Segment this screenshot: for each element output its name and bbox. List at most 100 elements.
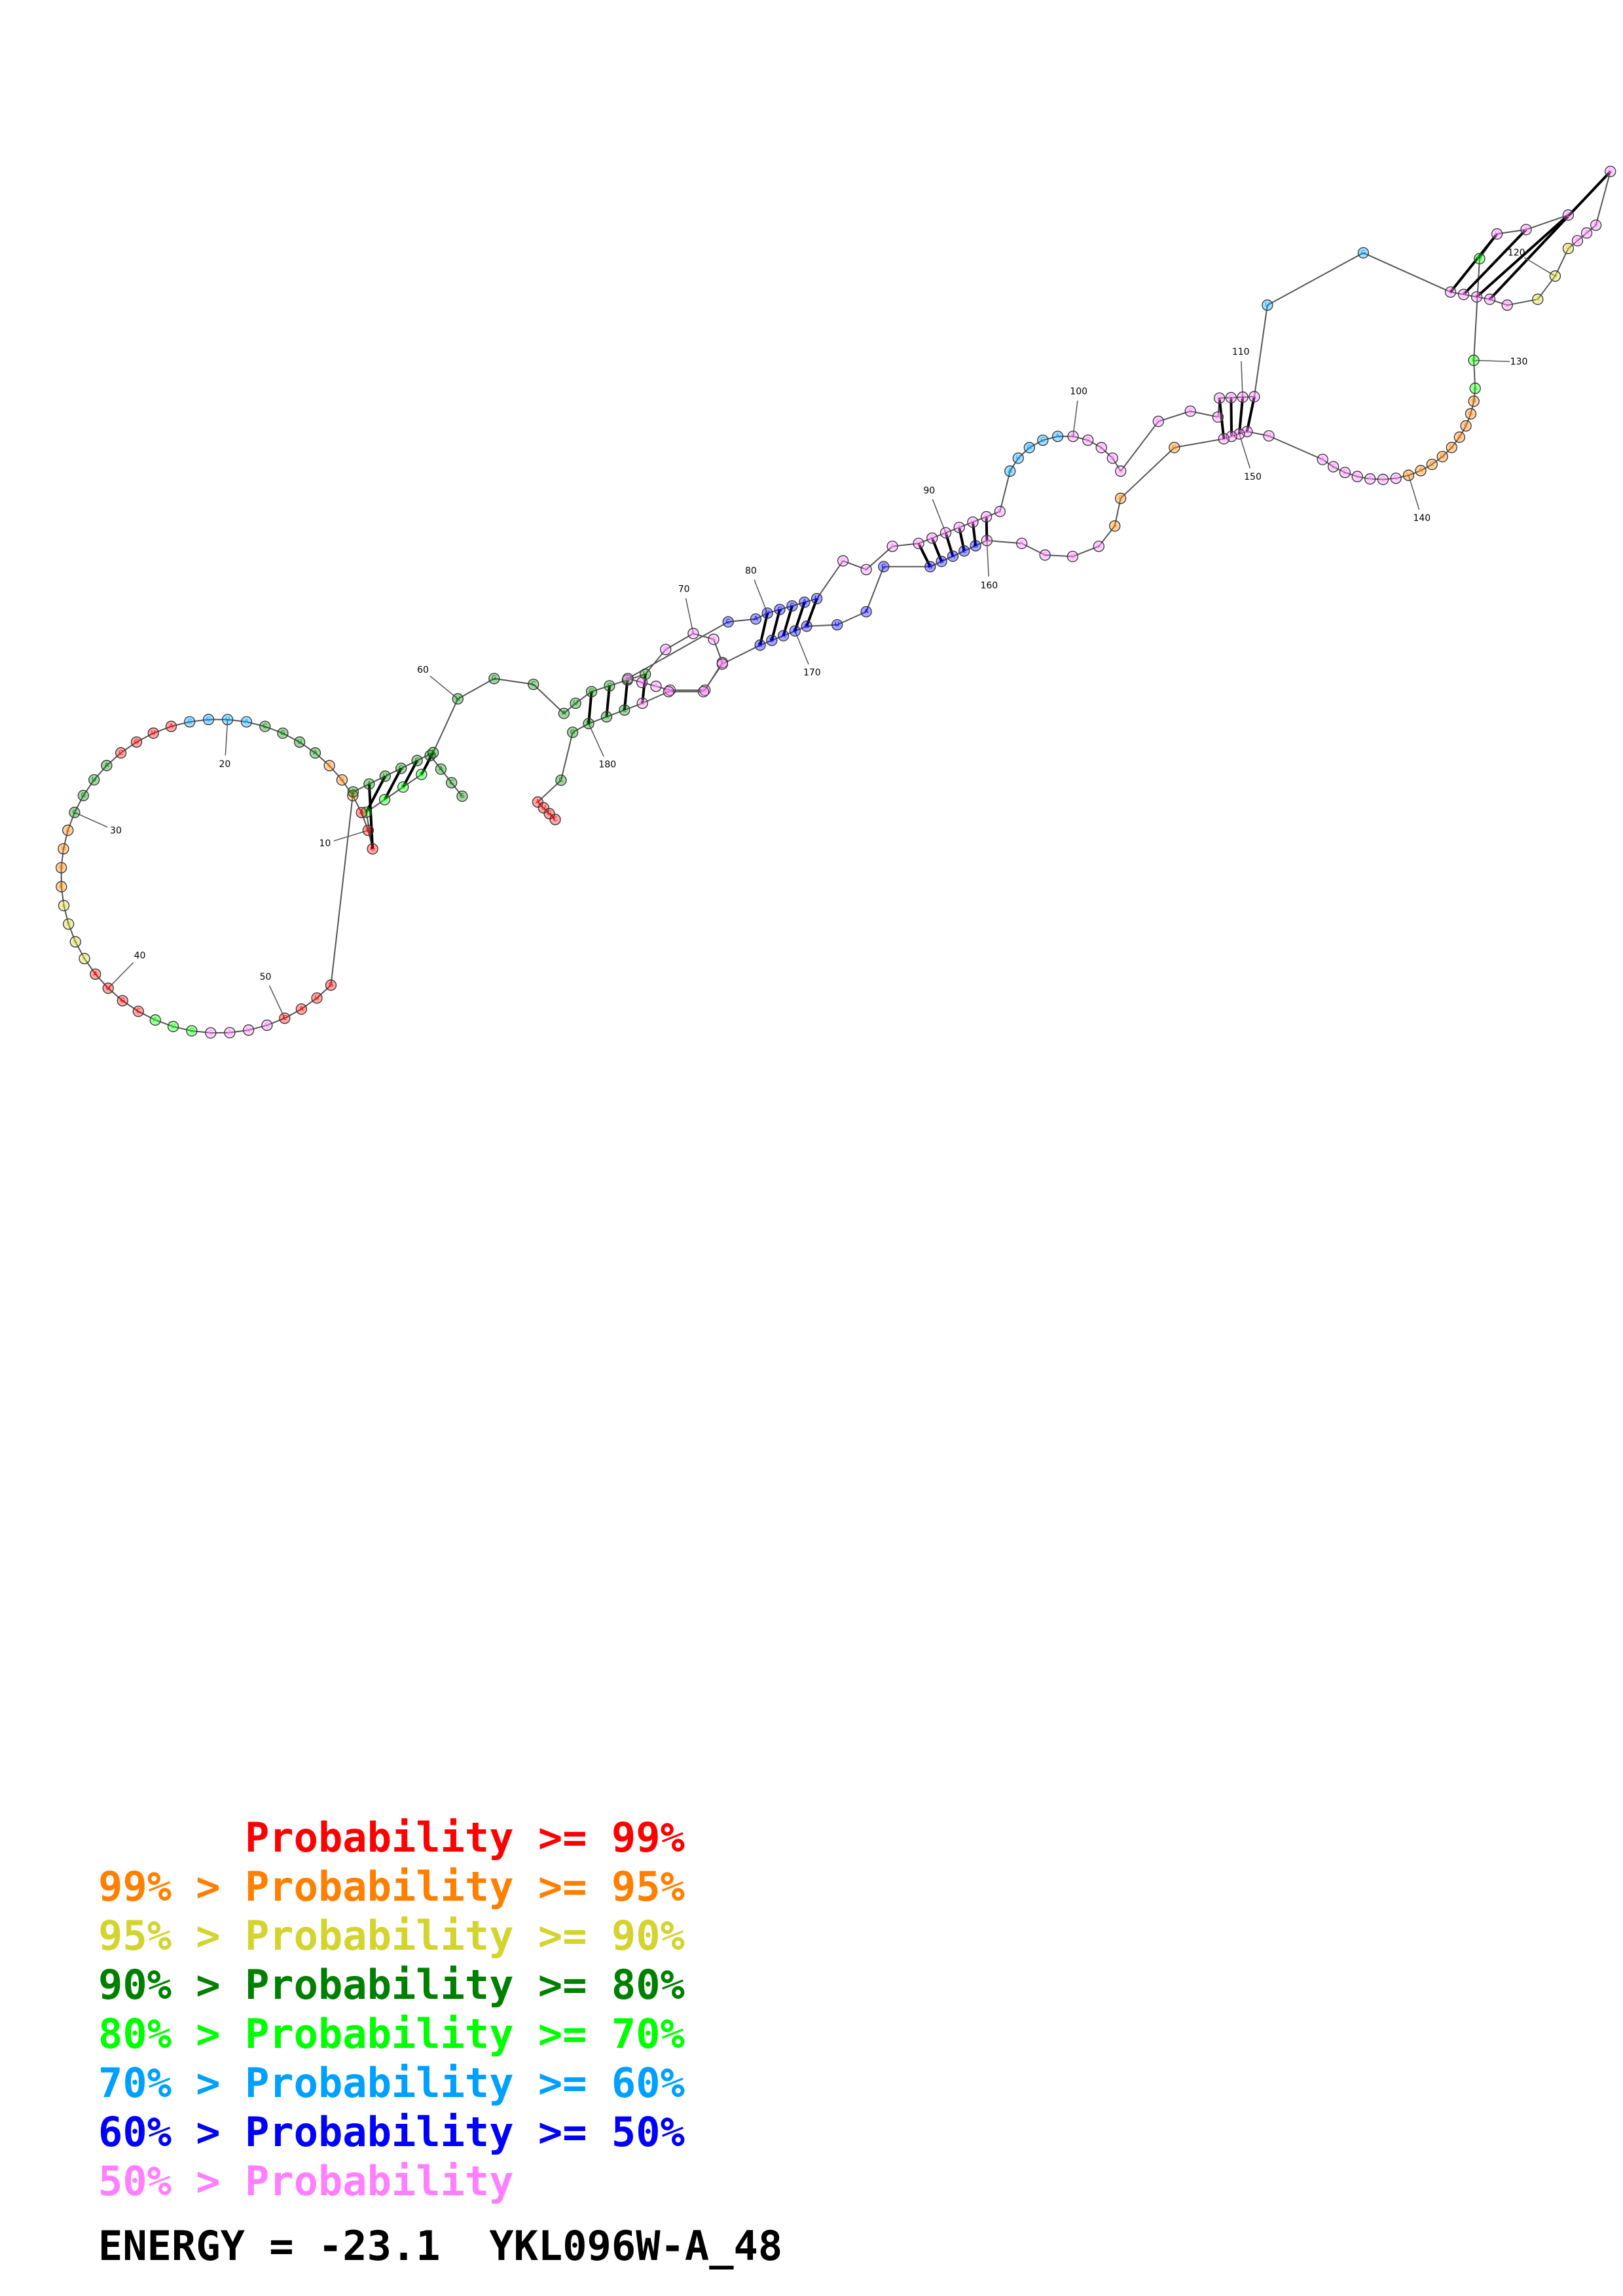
- backbone-segment: [945, 526, 960, 533]
- nucleotide-letter: U: [1594, 222, 1598, 229]
- backbone-segment: [975, 539, 987, 547]
- nucleotide-letter: U: [1450, 444, 1454, 451]
- base-pair-bond: [930, 537, 943, 562]
- nucleotide: G: [774, 603, 786, 615]
- position-label: 20: [219, 759, 231, 770]
- nucleotide-circle: [1402, 469, 1415, 481]
- base-pair-bond: [420, 752, 435, 776]
- nucleotide: U: [1012, 452, 1024, 464]
- nucleotide-circle: [347, 790, 359, 802]
- position-label: 110: [1232, 347, 1250, 357]
- position-label: 160: [980, 581, 998, 591]
- backbone-segment: [560, 732, 574, 781]
- nucleotide: A: [58, 900, 70, 912]
- nucleotide-circle: [1262, 299, 1273, 311]
- nucleotide: G: [837, 555, 849, 567]
- nucleotide-circle: [184, 716, 196, 728]
- nucleotide-letter: U: [106, 984, 111, 992]
- nucleotide-circle: [650, 680, 662, 692]
- backbone-segment: [1231, 396, 1243, 399]
- nucleotide: U: [221, 713, 234, 725]
- legend-row-label: Probability >= 80%: [244, 1961, 685, 2009]
- nucleotide-circle: [279, 1013, 291, 1024]
- nucleotide: C: [716, 658, 728, 670]
- backbone-segment: [122, 1000, 139, 1013]
- legend-row: 95% > Probability >= 90%: [98, 1911, 685, 1960]
- nucleotide: U: [913, 537, 924, 549]
- nucleotide-letter: C: [864, 566, 869, 573]
- nucleotide-letter: G: [280, 730, 285, 737]
- nucleotide-letter: U: [720, 659, 725, 666]
- backbone-segment: [1045, 554, 1073, 558]
- nucleotide-circle: [567, 726, 579, 738]
- position-tick: [754, 579, 768, 614]
- nucleotide-circle: [619, 704, 630, 716]
- backbone-segment: [264, 725, 283, 734]
- nucleotide-letter: A: [65, 827, 70, 834]
- nucleotide-letter: C: [1188, 408, 1193, 415]
- nucleotide-letter: G: [1228, 394, 1233, 401]
- backbone-segment: [575, 691, 593, 704]
- nucleotide-circle: [202, 713, 215, 725]
- nucleotide-circle: [799, 596, 811, 608]
- nucleotide-letter: G: [777, 606, 782, 613]
- nucleotide-letter: C: [351, 788, 356, 795]
- position-tick: [1072, 401, 1078, 437]
- energy-line: ENERGY = -23.1 YKL096W-A_48: [98, 2222, 782, 2270]
- position-tick: [429, 675, 458, 700]
- backbone-segment: [1253, 305, 1268, 397]
- nucleotide-circle: [750, 613, 762, 625]
- backbone-segment: [816, 560, 844, 600]
- nucleotide-letter: A: [1461, 291, 1466, 298]
- nucleotide-letter: U: [1355, 473, 1360, 480]
- nucleotide-circle: [722, 616, 734, 628]
- backbone-segment: [155, 1019, 173, 1028]
- position-label: 150: [1244, 472, 1262, 482]
- backbone-segment: [316, 984, 332, 999]
- backbone-segment: [804, 598, 817, 603]
- backbone-segment: [341, 780, 354, 797]
- nucleotide-letter: A: [1230, 433, 1234, 440]
- nucleotide-letter: U: [573, 700, 577, 707]
- nucleotide-circle: [538, 802, 549, 814]
- backbone-segment: [1017, 447, 1030, 459]
- nucleotide-letter: C: [1237, 431, 1241, 438]
- nucleotide-circle: [1039, 549, 1051, 561]
- backbone-segment: [1586, 224, 1597, 234]
- nucleotide: C: [411, 755, 423, 766]
- nucleotide-circle: [62, 824, 74, 836]
- nucleotide: G: [699, 684, 711, 696]
- nucleotide: U: [58, 843, 69, 855]
- nucleotide: G: [55, 862, 67, 874]
- nucleotide-letter: A: [1419, 467, 1423, 475]
- nucleotide-letter: U: [225, 716, 230, 723]
- nucleotide-circle: [636, 697, 648, 709]
- nucleotide-letter: G: [547, 810, 552, 817]
- nucleotide: G: [585, 686, 598, 698]
- nucleotide: C: [323, 760, 335, 772]
- nucleotide: U: [663, 686, 674, 698]
- legend-row: 60% > Probability >= 50%: [98, 2108, 685, 2157]
- nucleotide-letter: G: [757, 641, 763, 649]
- nucleotide-letter: A: [439, 766, 443, 773]
- backbone-segment: [284, 1008, 302, 1019]
- nucleotide: U: [1468, 395, 1480, 407]
- nucleotide: U: [570, 697, 581, 709]
- legend-row-label: Probability >= 50%: [244, 2108, 685, 2156]
- nucleotide: U: [347, 790, 359, 802]
- backbone-segment: [918, 537, 933, 545]
- nucleotide-letter: A: [864, 608, 869, 615]
- backbone-segment: [189, 719, 209, 723]
- nucleotide-circle: [416, 768, 428, 780]
- nucleotide: A: [363, 778, 375, 790]
- nucleotide: C: [1468, 354, 1480, 367]
- nucleotide-letter: A: [604, 713, 609, 721]
- nucleotide-letter: G: [1070, 553, 1075, 560]
- backbone-segment: [1465, 413, 1472, 427]
- nucleotide-circle: [1023, 442, 1035, 454]
- nucleotide-letter: C: [1575, 237, 1580, 244]
- nucleotide-letter: A: [1473, 385, 1478, 392]
- nucleotide-letter: G: [1566, 245, 1571, 252]
- nucleotide-letter: C: [72, 809, 77, 816]
- nucleotide-circle: [115, 747, 127, 759]
